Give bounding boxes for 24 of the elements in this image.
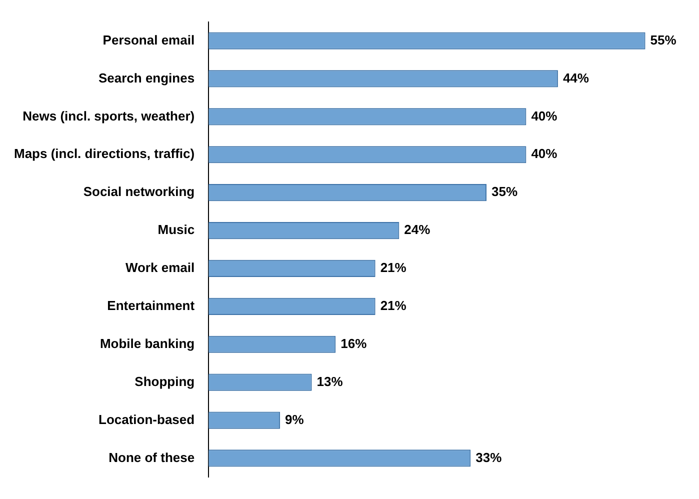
- data-label: 35%: [491, 184, 518, 200]
- y-tick-label: News (incl. sports, weather): [22, 108, 195, 124]
- data-label: 21%: [380, 298, 407, 314]
- data-label: 21%: [380, 260, 407, 276]
- data-label: 44%: [562, 70, 590, 86]
- y-tick-label: Maps (incl. directions, traffic): [14, 146, 195, 162]
- y-tick-label: Personal email: [102, 32, 195, 48]
- data-label: 33%: [476, 450, 502, 465]
- y-tick-label: None of these: [108, 450, 195, 465]
- data-label: 40%: [531, 108, 558, 124]
- y-tick-label: Mobile banking: [100, 336, 195, 351]
- data-label: 16%: [340, 336, 368, 351]
- data-label: 40%: [531, 146, 558, 162]
- y-tick-label: Entertainment: [107, 298, 196, 314]
- y-tick-label: Search engines: [98, 70, 195, 86]
- y-tick-label: Music: [158, 222, 195, 238]
- y-tick-label: Social networking: [83, 184, 195, 200]
- y-tick-label: Work email: [125, 260, 195, 276]
- data-label: 55%: [650, 32, 677, 48]
- data-label: 24%: [404, 222, 431, 238]
- data-label: 9%: [285, 412, 304, 427]
- y-tick-label: Location-based: [98, 412, 195, 427]
- data-label: 13%: [316, 374, 344, 389]
- y-tick-label: Shopping: [134, 374, 195, 389]
